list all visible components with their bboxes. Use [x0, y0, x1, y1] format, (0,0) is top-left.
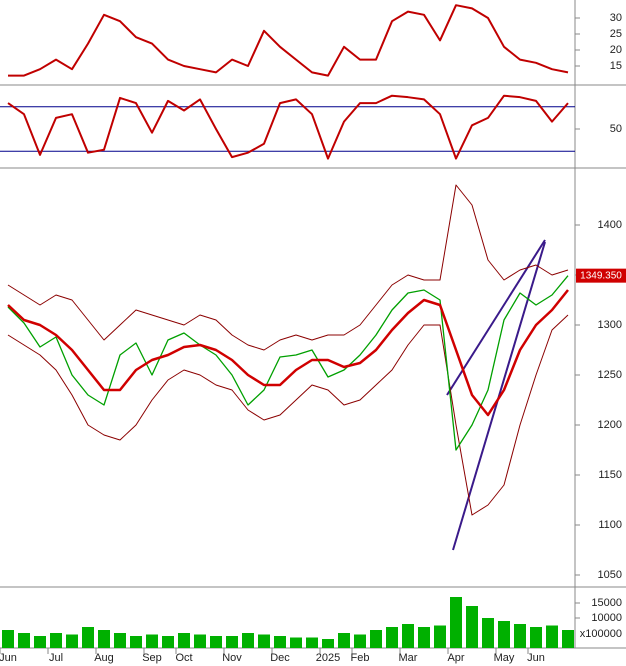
- volume-bar: [178, 633, 190, 648]
- volume-bar: [322, 639, 334, 648]
- volume-bar: [242, 633, 254, 648]
- volume-bar: [546, 625, 558, 648]
- trend-lines: [446, 239, 546, 551]
- series-line: [7, 314, 569, 516]
- x-tick-label: Dec: [270, 652, 290, 664]
- volume-bar: [354, 634, 366, 648]
- volume-bar: [290, 637, 302, 648]
- x-tick-label: Aug: [94, 652, 114, 664]
- volume-bar: [34, 636, 46, 648]
- volume-bar: [306, 637, 318, 648]
- y-tick-label: 15: [610, 60, 622, 72]
- x-tick-label: 2025: [316, 652, 340, 664]
- series-line: [7, 275, 569, 451]
- volume-bar: [226, 636, 238, 648]
- y-tick-label: 20: [610, 44, 622, 56]
- volume-bar: [514, 624, 526, 648]
- volume-bar: [386, 627, 398, 648]
- volume-bar: [114, 633, 126, 648]
- y-tick-label: 1200: [598, 419, 622, 431]
- y-tick-label: 1150: [598, 469, 622, 481]
- volume-bar: [130, 636, 142, 648]
- volume-bar: [2, 630, 14, 648]
- volume-bar: [562, 630, 574, 648]
- volume-bar: [530, 627, 542, 648]
- series-line: [7, 184, 569, 351]
- y-tick-label: 1100: [598, 519, 622, 531]
- volume-bar: [162, 636, 174, 648]
- series-line: [7, 94, 569, 160]
- x-tick-label: Feb: [351, 652, 370, 664]
- series-line: [8, 4, 569, 77]
- volume-bar: [98, 630, 110, 648]
- volume-bar: [210, 636, 222, 648]
- series-line: [7, 289, 569, 417]
- y-tick-label: 1400: [598, 219, 622, 231]
- y-tick-label: 1050: [598, 569, 622, 581]
- x-tick-label: Jul: [49, 652, 63, 664]
- volume-bar: [370, 630, 382, 648]
- volume-bar: [66, 634, 78, 648]
- volume-bar: [258, 634, 270, 648]
- y-tick-label: 30: [610, 12, 622, 24]
- x-tick-label: Jun: [527, 652, 545, 664]
- y-tick-label: 25: [610, 28, 622, 40]
- x-tick-label: Jun: [0, 652, 17, 664]
- volume-bar: [18, 633, 30, 648]
- last-price-box: [576, 268, 626, 283]
- y-tick-label: 50: [610, 123, 622, 135]
- y-tick-label: 10000: [591, 612, 622, 624]
- volume-bar: [146, 634, 158, 648]
- unit-label: x100000: [580, 628, 622, 640]
- x-tick-label: May: [494, 652, 515, 664]
- y-tick-label: 1250: [598, 369, 622, 381]
- x-tick-label: Mar: [399, 652, 418, 664]
- volume-bar: [434, 625, 446, 648]
- volume-bar: [482, 618, 494, 648]
- x-tick-label: Nov: [222, 652, 242, 664]
- volume-bar: [418, 627, 430, 648]
- volume-bar: [338, 633, 350, 648]
- frame: [0, 0, 626, 649]
- volume-bar: [274, 636, 286, 648]
- y-tick-label: 1300: [598, 319, 622, 331]
- volume-bar: [450, 597, 462, 648]
- volume-bar: [466, 606, 478, 648]
- x-tick-label: Sep: [142, 652, 162, 664]
- volume-bar: [50, 633, 62, 648]
- x-tick-label: Apr: [447, 652, 464, 664]
- volume-bar: [82, 627, 94, 648]
- x-tick-label: Oct: [175, 652, 192, 664]
- volume-bar: [498, 621, 510, 648]
- volume-bar: [402, 624, 414, 648]
- volume-bar: [194, 634, 206, 648]
- last-price-label: 1349.350: [580, 270, 622, 281]
- y-tick-label: 15000: [591, 597, 622, 609]
